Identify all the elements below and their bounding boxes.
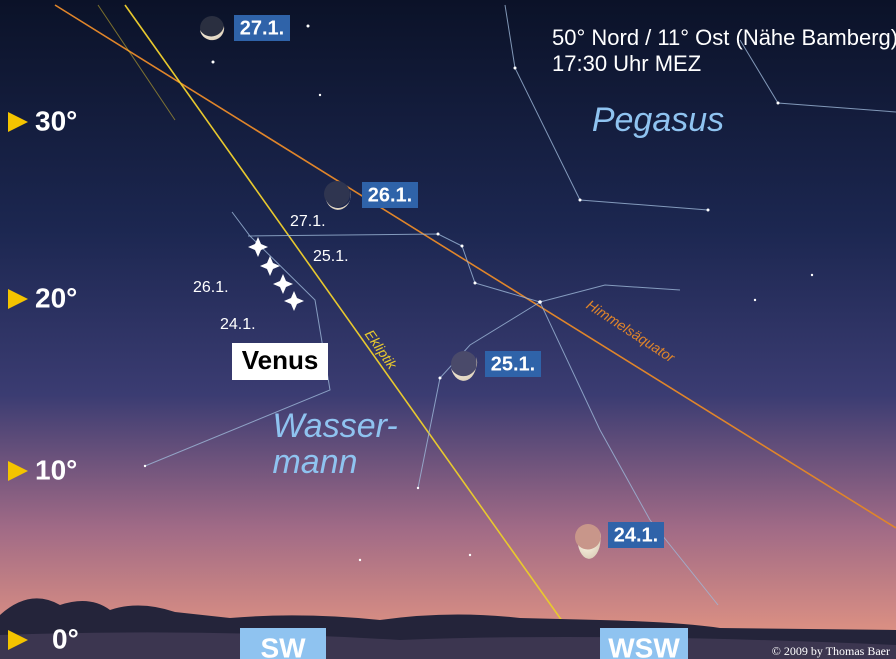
venus-date: 27.1. xyxy=(290,213,326,230)
constellation-name: mann xyxy=(272,443,357,481)
moon-date: 24.1. xyxy=(614,524,658,546)
venus-date: 24.1. xyxy=(220,316,256,333)
moon-date: 27.1. xyxy=(240,17,284,39)
moon-date: 25.1. xyxy=(491,353,535,375)
venus-label: Venus xyxy=(242,345,319,375)
sky-background xyxy=(0,0,896,659)
constellation-name: Pegasus xyxy=(592,101,724,139)
moon xyxy=(200,16,224,40)
copyright: © 2009 by Thomas Baer xyxy=(772,644,890,658)
altitude-label: 20° xyxy=(35,282,77,313)
moon-date: 26.1. xyxy=(368,184,412,206)
direction-label: WSW xyxy=(608,632,680,659)
altitude-label: 10° xyxy=(35,454,77,485)
venus-date: 26.1. xyxy=(193,279,229,296)
venus-date: 25.1. xyxy=(313,248,349,265)
constellation-name: Wasser- xyxy=(272,407,397,445)
altitude-label: 30° xyxy=(35,105,77,136)
direction-label: SW xyxy=(260,632,306,659)
location: 50° Nord / 11° Ost (Nähe Bamberg) xyxy=(552,25,896,50)
altitude-label: 0° xyxy=(52,623,79,654)
time: 17:30 Uhr MEZ xyxy=(552,51,701,76)
sky-chart: 50° Nord / 11° Ost (Nähe Bamberg) 17:30 … xyxy=(0,0,896,659)
